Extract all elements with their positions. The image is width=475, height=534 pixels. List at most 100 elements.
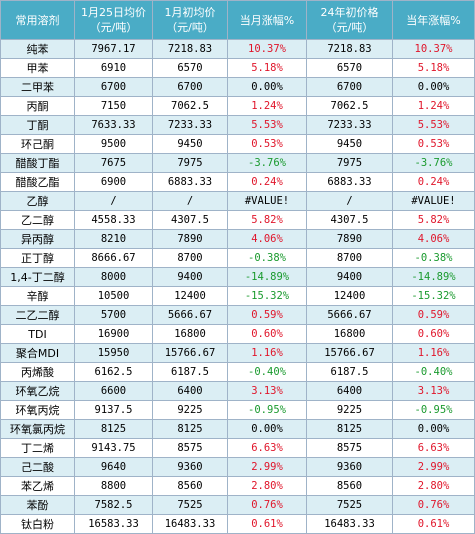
year-start-price-cell: 6187.5 [306,362,393,382]
solvent-name-cell: 环氧乙烷 [0,381,75,401]
jan-start-price-cell: 7890 [152,229,228,249]
jan-start-price-cell: 6187.5 [152,362,228,382]
header-jan-start-price: 1月初均价 （元/吨） [152,0,228,40]
year-change-cell: -0.95% [392,400,475,420]
jan-start-price-cell: 9400 [152,267,228,287]
year-change-cell: -14.89% [392,267,475,287]
table-row: 甲苯 6910 6570 5.18% 6570 5.18% [0,58,475,78]
year-start-price-cell: 5666.67 [306,305,393,325]
month-change-cell: 0.61% [227,514,307,534]
month-change-cell: #VALUE! [227,191,307,211]
jan-start-price-cell: 16483.33 [152,514,228,534]
table-row: 苯酚 7582.5 7525 0.76% 7525 0.76% [0,495,475,515]
year-change-cell: -15.32% [392,286,475,306]
jan-start-price-cell: 6883.33 [152,172,228,192]
year-change-cell: 5.53% [392,115,475,135]
jan25-price-cell: 6900 [74,172,153,192]
jan25-price-cell: 10500 [74,286,153,306]
jan-start-price-cell: 5666.67 [152,305,228,325]
year-start-price-cell: 7975 [306,153,393,173]
jan-start-price-cell: 7218.83 [152,39,228,59]
solvent-name-cell: 丙酮 [0,96,75,116]
jan25-price-cell: 16583.33 [74,514,153,534]
jan25-price-cell: 9143.75 [74,438,153,458]
year-start-price-cell: 7218.83 [306,39,393,59]
table-row: 己二酸 9640 9360 2.99% 9360 2.99% [0,457,475,477]
year-change-cell: 10.37% [392,39,475,59]
month-change-cell: 5.53% [227,115,307,135]
table-row: 醋酸乙酯 6900 6883.33 0.24% 6883.33 0.24% [0,172,475,192]
jan-start-price-cell: 12400 [152,286,228,306]
table-row: 正丁醇 8666.67 8700 -0.38% 8700 -0.38% [0,248,475,268]
solvent-name-cell: 异丙醇 [0,229,75,249]
month-change-cell: 5.18% [227,58,307,78]
table-row: 异丙醇 8210 7890 4.06% 7890 4.06% [0,229,475,249]
jan-start-price-cell: 7233.33 [152,115,228,135]
year-change-cell: 2.99% [392,457,475,477]
table-row: 苯乙烯 8800 8560 2.80% 8560 2.80% [0,476,475,496]
table-body: 纯苯 7967.17 7218.83 10.37% 7218.83 10.37% 甲苯 691… [0,39,475,534]
jan-start-price-cell: 8125 [152,419,228,439]
table-row: 1,4-丁二醇 8000 9400 -14.89% 9400 -14.89% [0,267,475,287]
month-change-cell: 0.59% [227,305,307,325]
month-change-cell: -0.38% [227,248,307,268]
table-row: 乙二醇 4558.33 4307.5 5.82% 4307.5 5.82% [0,210,475,230]
month-change-cell: -0.95% [227,400,307,420]
solvent-name-cell: 聚合MDI [0,343,75,363]
month-change-cell: 0.76% [227,495,307,515]
jan25-price-cell: 6700 [74,77,153,97]
jan-start-price-cell: 6570 [152,58,228,78]
solvent-name-cell: 醋酸乙酯 [0,172,75,192]
month-change-cell: 10.37% [227,39,307,59]
jan25-price-cell: 7633.33 [74,115,153,135]
year-change-cell: 0.24% [392,172,475,192]
jan-start-price-cell: 8575 [152,438,228,458]
jan-start-price-cell: 7062.5 [152,96,228,116]
year-change-cell: 0.53% [392,134,475,154]
table-row: 钛白粉 16583.33 16483.33 0.61% 16483.33 0.61% [0,514,475,534]
month-change-cell: 3.13% [227,381,307,401]
jan-start-price-cell: 7525 [152,495,228,515]
year-start-price-cell: 15766.67 [306,343,393,363]
solvent-name-cell: TDI [0,324,75,344]
solvent-name-cell: 苯乙烯 [0,476,75,496]
month-change-cell: 0.00% [227,77,307,97]
header-row: 常用溶剂 1月25日均价 （元/吨） 1月初均价 （元/吨） 当月涨幅% 24年初价… [0,0,475,40]
solvent-name-cell: 甲苯 [0,58,75,78]
table-row: 环氧丙烷 9137.5 9225 -0.95% 9225 -0.95% [0,400,475,420]
jan-start-price-cell: 6400 [152,381,228,401]
solvent-name-cell: 辛醇 [0,286,75,306]
jan-start-price-cell: 7975 [152,153,228,173]
solvent-name-cell: 环氧丙烷 [0,400,75,420]
solvent-name-cell: 环己酮 [0,134,75,154]
table-row: 环氧氯丙烷 8125 8125 0.00% 8125 0.00% [0,419,475,439]
year-start-price-cell: 7525 [306,495,393,515]
year-start-price-cell: 7062.5 [306,96,393,116]
jan25-price-cell: 16900 [74,324,153,344]
header-year-change: 当年涨幅% [392,0,475,40]
jan25-price-cell: 8666.67 [74,248,153,268]
year-start-price-cell: 7233.33 [306,115,393,135]
year-change-cell: 1.24% [392,96,475,116]
jan25-price-cell: 8210 [74,229,153,249]
solvent-name-cell: 苯酚 [0,495,75,515]
month-change-cell: 1.16% [227,343,307,363]
month-change-cell: 2.99% [227,457,307,477]
jan25-price-cell: 7582.5 [74,495,153,515]
jan-start-price-cell: 4307.5 [152,210,228,230]
table-row: 辛醇 10500 12400 -15.32% 12400 -15.32% [0,286,475,306]
jan-start-price-cell: 15766.67 [152,343,228,363]
solvent-name-cell: 二乙二醇 [0,305,75,325]
header-year-start-price: 24年初价格 （元/吨） [306,0,393,40]
table-row: 环己酮 9500 9450 0.53% 9450 0.53% [0,134,475,154]
year-start-price-cell: 6400 [306,381,393,401]
year-change-cell: 0.60% [392,324,475,344]
month-change-cell: 2.80% [227,476,307,496]
year-change-cell: 3.13% [392,381,475,401]
year-change-cell: 2.80% [392,476,475,496]
month-change-cell: 5.82% [227,210,307,230]
header-jan25-price: 1月25日均价 （元/吨） [74,0,153,40]
jan25-price-cell: / [74,191,153,211]
year-start-price-cell: 6700 [306,77,393,97]
year-start-price-cell: 6883.33 [306,172,393,192]
